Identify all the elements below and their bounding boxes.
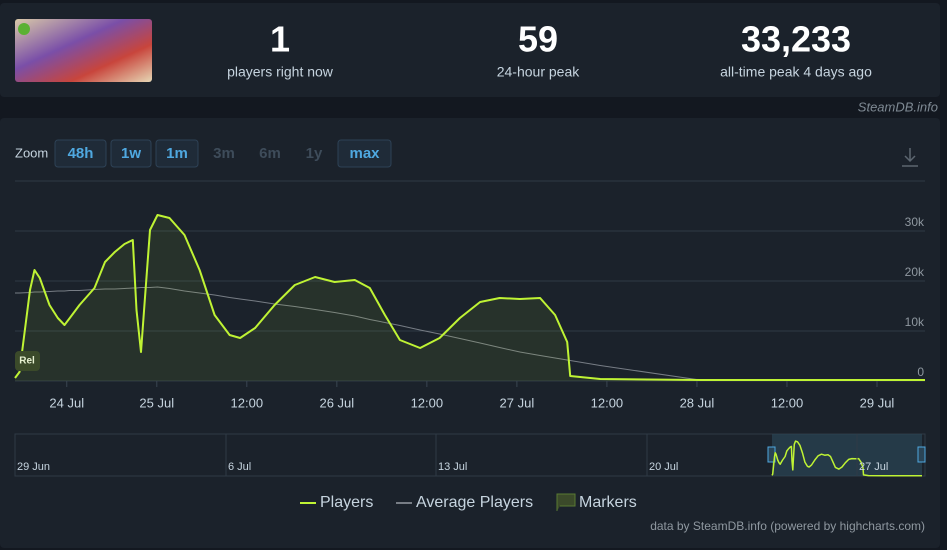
download-icon[interactable]: [902, 148, 918, 167]
y-tick-label: 0: [917, 365, 924, 379]
x-tick-label: 12:00: [771, 395, 804, 410]
x-tick-label: 25 Jul: [139, 395, 174, 410]
x-tick-label: 29 Jul: [860, 395, 895, 410]
zoom-button-label[interactable]: 1m: [166, 145, 188, 162]
navigator-label: 20 Jul: [649, 461, 678, 473]
legend-label[interactable]: Players: [320, 494, 373, 511]
zoom-button-label: 6m: [259, 145, 281, 162]
zoom-button-label[interactable]: max: [349, 145, 380, 162]
line: [15, 286, 925, 381]
stat-label: all-time peak 4 days ago: [720, 64, 872, 80]
stat-label: players right now: [227, 64, 334, 80]
x-tick-label: 12:00: [411, 395, 444, 410]
line: [771, 440, 922, 477]
marker-flag[interactable]: [15, 351, 40, 371]
game-thumbnail[interactable]: [15, 19, 152, 82]
legend-marker-icon: [556, 493, 576, 511]
y-tick-label: 10k: [905, 315, 925, 329]
legend-label[interactable]: Markers: [579, 494, 637, 511]
stat-value: 59: [518, 19, 558, 60]
x-tick-label: 24 Jul: [49, 395, 84, 410]
y-tick-label: 30k: [905, 215, 925, 229]
stat-value: 1: [270, 19, 290, 60]
navigator-label: 6 Jul: [228, 461, 251, 473]
zoom-button[interactable]: [337, 139, 392, 168]
zoom-button[interactable]: [155, 139, 199, 168]
legend-label[interactable]: Average Players: [416, 494, 533, 511]
x-tick-label: 26 Jul: [319, 395, 354, 410]
x-tick-label: 28 Jul: [680, 395, 715, 410]
zoom-button-label[interactable]: 48h: [68, 145, 94, 162]
navigator-label: 29 Jun: [17, 461, 50, 473]
stat-label: 24-hour peak: [497, 64, 581, 80]
zoom-button-label[interactable]: 1w: [121, 145, 141, 162]
thumb-badge: [18, 23, 30, 35]
x-tick-label: 12:00: [231, 395, 264, 410]
navigator-label: 27 Jul: [859, 461, 888, 473]
navigator-label: 13 Jul: [438, 461, 467, 473]
stat-value: 33,233: [741, 19, 851, 60]
y-tick-label: 20k: [905, 265, 925, 279]
marker-label: Rel: [19, 356, 35, 367]
x-tick-label: 12:00: [591, 395, 624, 410]
navigator-handle[interactable]: [917, 446, 926, 463]
zoom-buttons: 48h 1w 1m 3m 6m 1y max: [54, 139, 392, 168]
zoom-button-label: 1y: [306, 145, 323, 162]
zoom-button[interactable]: [110, 139, 152, 168]
credit[interactable]: SteamDB.info: [858, 99, 938, 114]
header-panel: [0, 3, 940, 97]
line: [14, 214, 925, 381]
x-tick-label: 27 Jul: [500, 395, 535, 410]
zoom-button-label: 3m: [213, 145, 235, 162]
zoom-label: Zoom: [15, 145, 48, 160]
navigator-selection[interactable]: [772, 434, 922, 476]
footer-credit[interactable]: data by SteamDB.info (powered by highcha…: [650, 519, 925, 533]
zoom-button[interactable]: [54, 139, 107, 168]
area: [15, 215, 925, 381]
